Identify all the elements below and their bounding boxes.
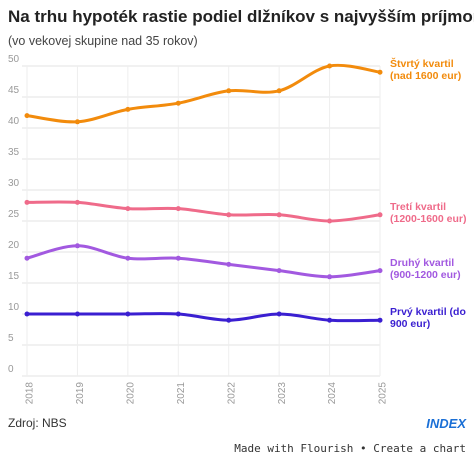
point (74, 119, 80, 125)
point (327, 218, 333, 224)
point (24, 311, 30, 317)
source: Zdroj: NBS (8, 416, 67, 430)
point (74, 243, 80, 249)
point (226, 261, 232, 267)
x-tick-label: 2022 (226, 382, 237, 405)
point (327, 317, 333, 323)
point (226, 212, 232, 218)
point (226, 88, 232, 94)
point (175, 255, 181, 261)
point (175, 206, 181, 212)
point (125, 311, 131, 317)
series-label: Prvý kvartil (do 900 eur) (390, 306, 466, 331)
point (276, 88, 282, 94)
line (26, 63, 381, 124)
point (276, 311, 282, 317)
point (377, 268, 383, 274)
x-tick-label: 2019 (75, 382, 86, 405)
footer[interactable]: Made with Flourish • Create a chart (234, 442, 466, 455)
y-tick-label: 25 (8, 209, 20, 220)
x-tick-label: 2025 (378, 382, 389, 405)
x-tick-label: 2018 (25, 382, 36, 405)
series-label: Druhý kvartil (900-1200 eur) (390, 256, 461, 281)
y-tick-label: 45 (8, 85, 20, 96)
point (24, 255, 30, 261)
point (175, 100, 181, 106)
series-label: Štvrtý kvartil (nad 1600 eur) (390, 58, 462, 83)
x-tick-label: 2024 (327, 382, 338, 405)
point (74, 199, 80, 205)
line (27, 312, 381, 323)
x-tick-label: 2023 (277, 382, 288, 405)
point (377, 317, 383, 323)
x-tick-label: 2021 (176, 382, 187, 405)
series-label: Tretí kvartil (1200-1600 eur) (390, 200, 467, 225)
y-tick-label: 20 (8, 240, 20, 251)
line (26, 244, 381, 279)
y-tick-label: 15 (8, 271, 20, 282)
x-tick-label: 2020 (125, 382, 136, 405)
y-tick-label: 10 (8, 302, 20, 313)
point (276, 212, 282, 218)
point (24, 113, 30, 119)
point (175, 311, 181, 317)
logo: INDEX (426, 416, 467, 431)
point (226, 317, 232, 323)
point (125, 255, 131, 261)
y-tick-label: 35 (8, 147, 20, 158)
y-tick-label: 50 (8, 54, 20, 65)
point (74, 311, 80, 317)
point (327, 63, 333, 69)
point (327, 274, 333, 280)
point (125, 206, 131, 212)
point (276, 268, 282, 274)
line (26, 200, 381, 223)
y-tick-label: 5 (8, 333, 14, 344)
point (24, 199, 30, 205)
point (125, 106, 131, 112)
point (377, 69, 383, 75)
point (377, 212, 383, 218)
chart-title: Na trhu hypoték rastie podiel dlžníkov s… (8, 7, 474, 26)
y-tick-label: 40 (8, 116, 20, 127)
y-tick-label: 30 (8, 178, 20, 189)
chart-subtitle: (vo vekovej skupine nad 35 rokov) (8, 34, 198, 48)
y-tick-label: 0 (8, 364, 14, 375)
